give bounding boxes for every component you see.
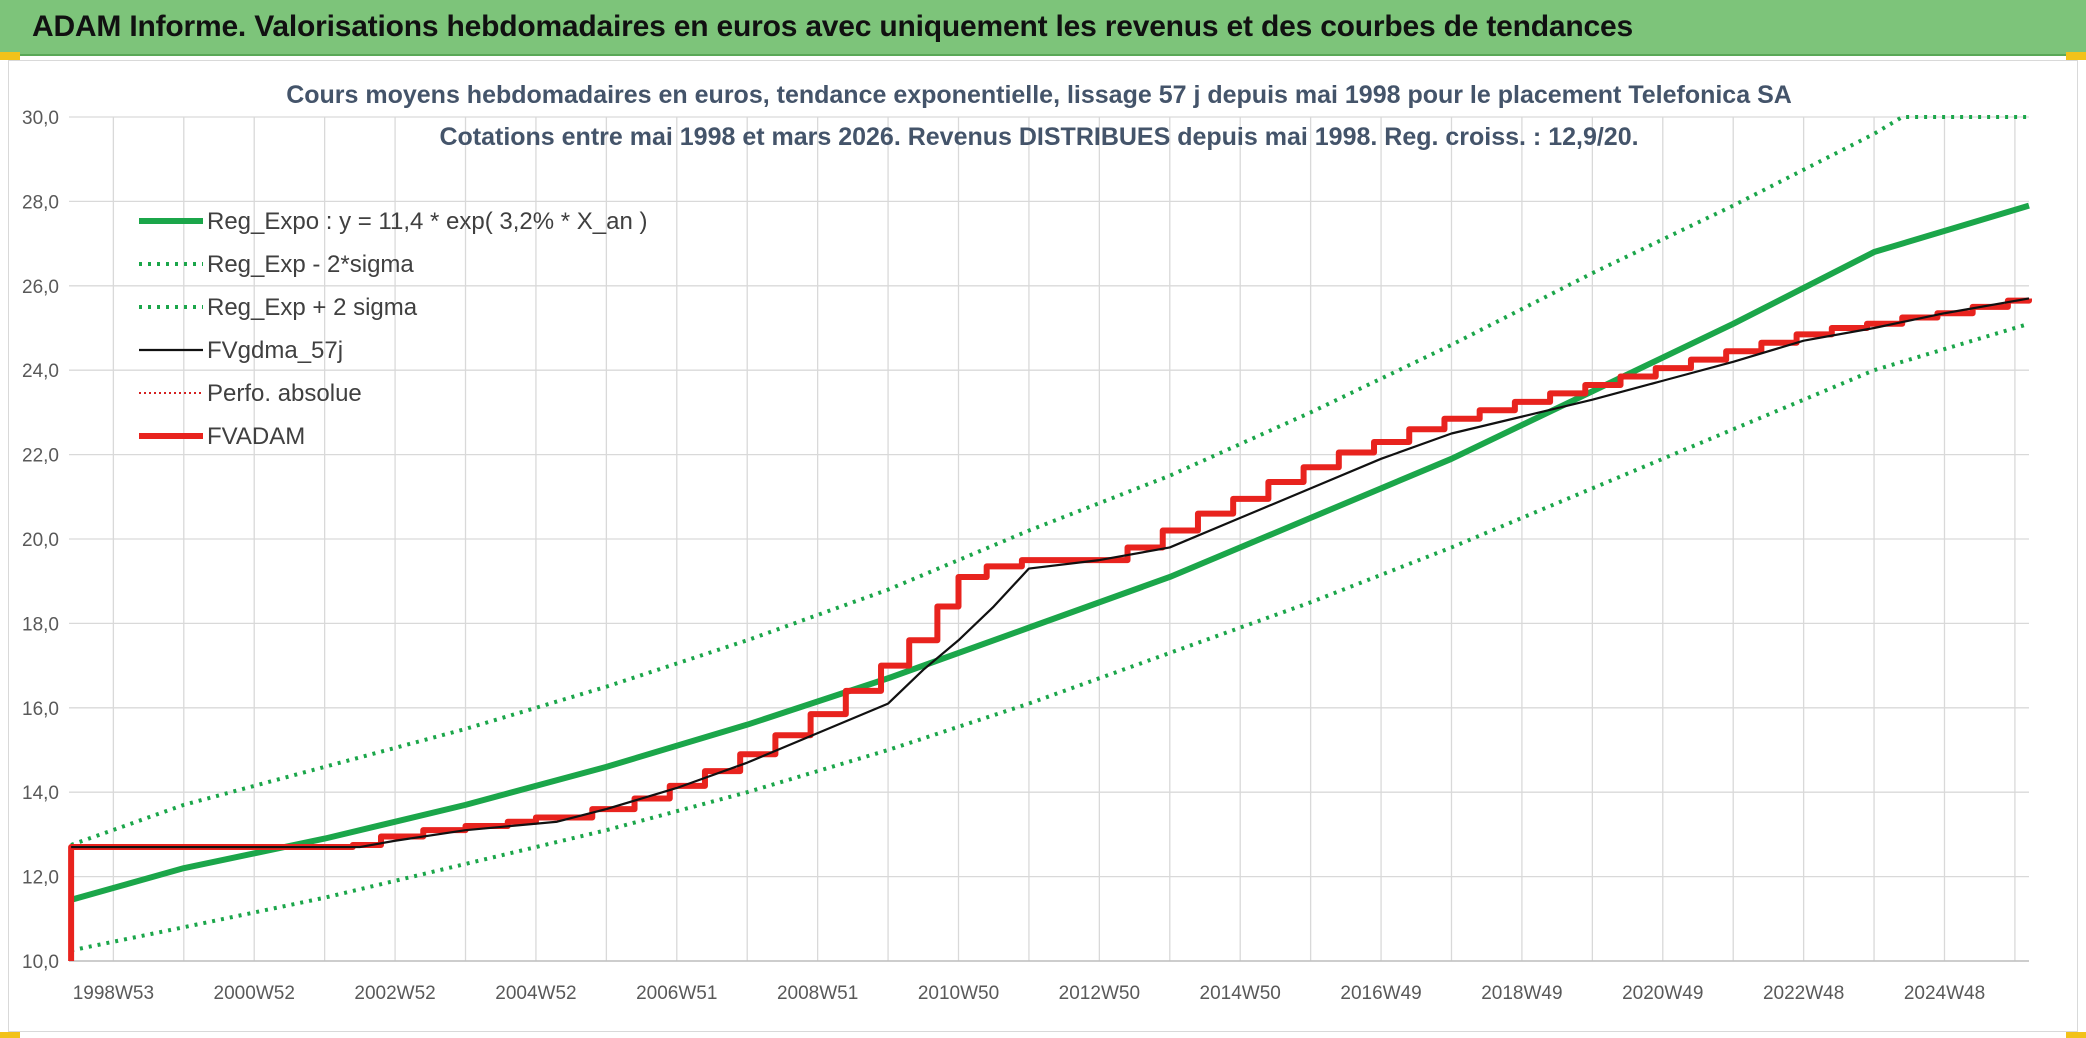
line-chart: 10,0 12,0 14,0 16,0 18,0 20,0 22,0 24,0 26,0 28,0… [22,81,2032,1004]
legend-label: FVgdma_57j [207,337,343,364]
y-tick-label: 16,0 [22,699,59,720]
y-tick-label: 22,0 [22,446,59,467]
y-tick-label: 10,0 [22,952,59,973]
legend-label: Reg_Exp + 2 sigma [207,294,418,321]
legend-label: Reg_Exp - 2*sigma [207,251,414,278]
corner-accent-top-right [2066,52,2086,60]
series-line-reg-exp-2-sigma [70,115,2029,847]
series-line-reg-exp-2-sigma [70,321,2030,953]
x-tick-label: 2016W49 [1340,983,1421,1004]
report-title: ADAM Informe. Valorisations hebdomadaire… [32,10,1633,43]
y-tick-label: 14,0 [22,783,59,804]
y-tick-label: 18,0 [22,614,59,635]
corner-accent-bottom-left [0,1032,20,1038]
x-tick-label: 2002W52 [354,983,435,1004]
x-tick-label: 2006W51 [636,983,717,1004]
y-tick-label: 26,0 [22,277,59,298]
x-tick-label: 2008W51 [777,983,858,1004]
chart-grid [69,116,2029,962]
y-axis: 10,0 12,0 14,0 16,0 18,0 20,0 22,0 24,0 26,0 28,0… [22,108,59,973]
x-tick-label: 2020W49 [1622,983,1703,1004]
x-tick-label: 2022W48 [1763,983,1844,1004]
x-tick-label: 2012W50 [1059,983,1140,1004]
x-tick-label: 2010W50 [918,983,999,1004]
corner-accent-top-left [0,52,20,60]
chart-title-line-2: Cotations entre mai 1998 et mars 2026. R… [439,123,1638,151]
x-tick-label: 1998W53 [73,983,154,1004]
y-tick-label: 24,0 [22,361,59,382]
chart-title: Cours moyens hebdomadaires en euros, ten… [286,81,1792,151]
corner-accent-bottom-right [2066,1032,2086,1038]
x-tick-label: 2018W49 [1481,983,1562,1004]
chart-legend: Reg_Expo : y = 11,4 * exp( 3,2% * X_an )… [139,208,647,450]
series-line-reg-expo-y-11-4-exp-3-2-x-an [70,202,2030,903]
x-tick-label: 2000W52 [214,983,295,1004]
legend-label: Perfo. absolue [207,380,362,407]
legend-label: Reg_Expo : y = 11,4 * exp( 3,2% * X_an ) [207,208,647,235]
y-tick-label: 28,0 [22,192,59,213]
chart-area: 10,0 12,0 14,0 16,0 18,0 20,0 22,0 24,0 26,0 28,0… [8,60,2078,1032]
x-axis: 1998W53 2000W52 2002W52 2004W52 2006W51 2008W… [73,983,1985,1004]
x-tick-label: 2014W50 [1200,983,1281,1004]
series-line-fvgdma-57j [71,297,2030,849]
y-tick-label: 30,0 [22,108,59,129]
report-banner: ADAM Informe. Valorisations hebdomadaire… [0,0,2086,56]
y-tick-label: 20,0 [22,530,59,551]
chart-series [68,115,2032,961]
series-line-fvadam [68,297,2032,961]
x-tick-label: 2024W48 [1904,983,1985,1004]
x-tick-label: 2004W52 [495,983,576,1004]
y-tick-label: 12,0 [22,868,59,889]
legend-label: FVADAM [207,423,305,450]
chart-title-line-1: Cours moyens hebdomadaires en euros, ten… [286,81,1792,109]
